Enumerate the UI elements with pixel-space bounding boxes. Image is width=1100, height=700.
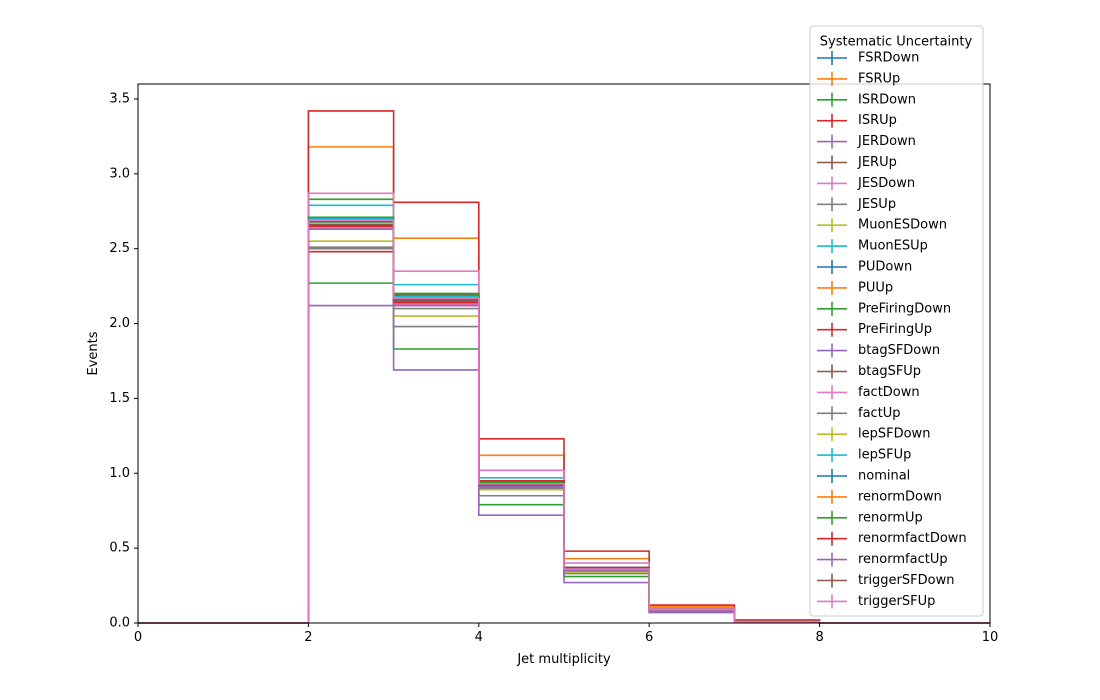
plot-frame (137, 83, 991, 624)
y-tick-label: 3.0 (109, 166, 130, 181)
y-tick-label: 1.0 (109, 466, 130, 481)
legend-items: FSRDown FSRUp ISRDown ISRUp JERDown JERUp JESD… (817, 51, 967, 609)
legend-label: factDown (858, 385, 920, 400)
legend-item-FSRUp: FSRUp (817, 71, 900, 86)
legend-label: FSRUp (858, 71, 900, 86)
legend-label: JESDown (857, 176, 915, 191)
x-tick-label: 6 (645, 630, 653, 645)
y-tick-label: 1.5 (109, 391, 130, 406)
legend-item-PreFiringDown: PreFiringDown (817, 301, 951, 316)
legend-label: ISRDown (858, 92, 916, 107)
legend-label: MuonESDown (858, 218, 947, 233)
legend-item-ISRDown: ISRDown (817, 92, 916, 107)
x-tick-label: 10 (982, 630, 999, 645)
y-tick-label: 2.5 (109, 241, 130, 256)
legend-label: lepSFDown (858, 427, 930, 442)
legend-label: PUUp (858, 280, 893, 295)
legend-label: ISRUp (858, 113, 897, 128)
legend-label: renormfactDown (858, 531, 967, 546)
legend-item-btagSFUp: btagSFUp (817, 364, 921, 379)
legend-item-renormfactUp: renormfactUp (817, 552, 948, 567)
legend-label: JESUp (857, 197, 896, 212)
x-tick-label: 8 (815, 630, 823, 645)
legend: Systematic Uncertainty FSRDown FSRUp ISRDo… (809, 25, 984, 617)
y-tick-label: 3.5 (109, 91, 130, 106)
legend-label: JERUp (857, 155, 897, 170)
legend-label: renormfactUp (858, 552, 948, 567)
legend-item-nominal: nominal (817, 469, 910, 484)
legend-label: factUp (858, 406, 901, 421)
legend-item-renormDown: renormDown (817, 489, 942, 504)
x-tick-label: 4 (475, 630, 483, 645)
legend-title: Systematic Uncertainty (820, 35, 973, 50)
legend-label: triggerSFDown (858, 573, 954, 588)
y-tick-label: 0.0 (109, 616, 130, 631)
legend-label: FSRDown (858, 51, 919, 66)
y-axis-label: Events (86, 331, 101, 375)
legend-item-triggerSFDown: triggerSFDown (817, 573, 954, 588)
x-axis-label: Jet multiplicity (516, 652, 611, 667)
legend-item-factDown: factDown (817, 385, 920, 400)
x-axis: 0 2 4 6 8 10 (134, 623, 998, 645)
legend-label: btagSFUp (858, 364, 921, 379)
legend-item-PUUp: PUUp (817, 280, 893, 295)
series-layer (138, 110, 990, 624)
series-line-triggerSFUp (138, 219, 990, 624)
legend-item-PreFiringUp: PreFiringUp (817, 322, 932, 337)
legend-item-JESUp: JESUp (817, 197, 896, 212)
legend-item-MuonESDown: MuonESDown (817, 218, 947, 233)
legend-item-factUp: factUp (817, 406, 901, 421)
legend-item-lepSFUp: lepSFUp (817, 448, 911, 463)
x-tick-label: 2 (304, 630, 312, 645)
legend-item-MuonESUp: MuonESUp (817, 239, 928, 254)
legend-label: nominal (858, 469, 910, 484)
legend-label: MuonESUp (858, 239, 928, 254)
legend-label: PUDown (858, 260, 912, 275)
legend-label: renormUp (858, 510, 923, 525)
x-tick-label: 0 (134, 630, 142, 645)
legend-item-btagSFDown: btagSFDown (817, 343, 940, 358)
legend-label: renormDown (858, 489, 942, 504)
legend-label: PreFiringDown (858, 301, 951, 316)
legend-item-JERUp: JERUp (817, 155, 897, 170)
y-tick-label: 0.5 (109, 541, 130, 556)
legend-item-JESDown: JESDown (817, 176, 915, 191)
legend-box (809, 25, 984, 617)
legend-label: JERDown (857, 134, 916, 149)
y-axis: 0.0 0.5 1.0 1.5 2.0 2.5 3.0 3.5 (109, 91, 138, 631)
legend-label: triggerSFUp (858, 594, 935, 609)
legend-item-lepSFDown: lepSFDown (817, 427, 930, 442)
legend-label: lepSFUp (858, 448, 911, 463)
legend-item-JERDown: JERDown (817, 134, 916, 149)
legend-item-PUDown: PUDown (817, 260, 912, 275)
legend-item-renormfactDown: renormfactDown (817, 531, 967, 546)
legend-label: btagSFDown (858, 343, 940, 358)
legend-item-FSRDown: FSRDown (817, 51, 919, 66)
legend-item-triggerSFUp: triggerSFUp (817, 594, 935, 609)
legend-item-ISRUp: ISRUp (817, 113, 897, 128)
legend-label: PreFiringUp (858, 322, 932, 337)
y-tick-label: 2.0 (109, 316, 130, 331)
legend-item-renormUp: renormUp (817, 510, 923, 525)
